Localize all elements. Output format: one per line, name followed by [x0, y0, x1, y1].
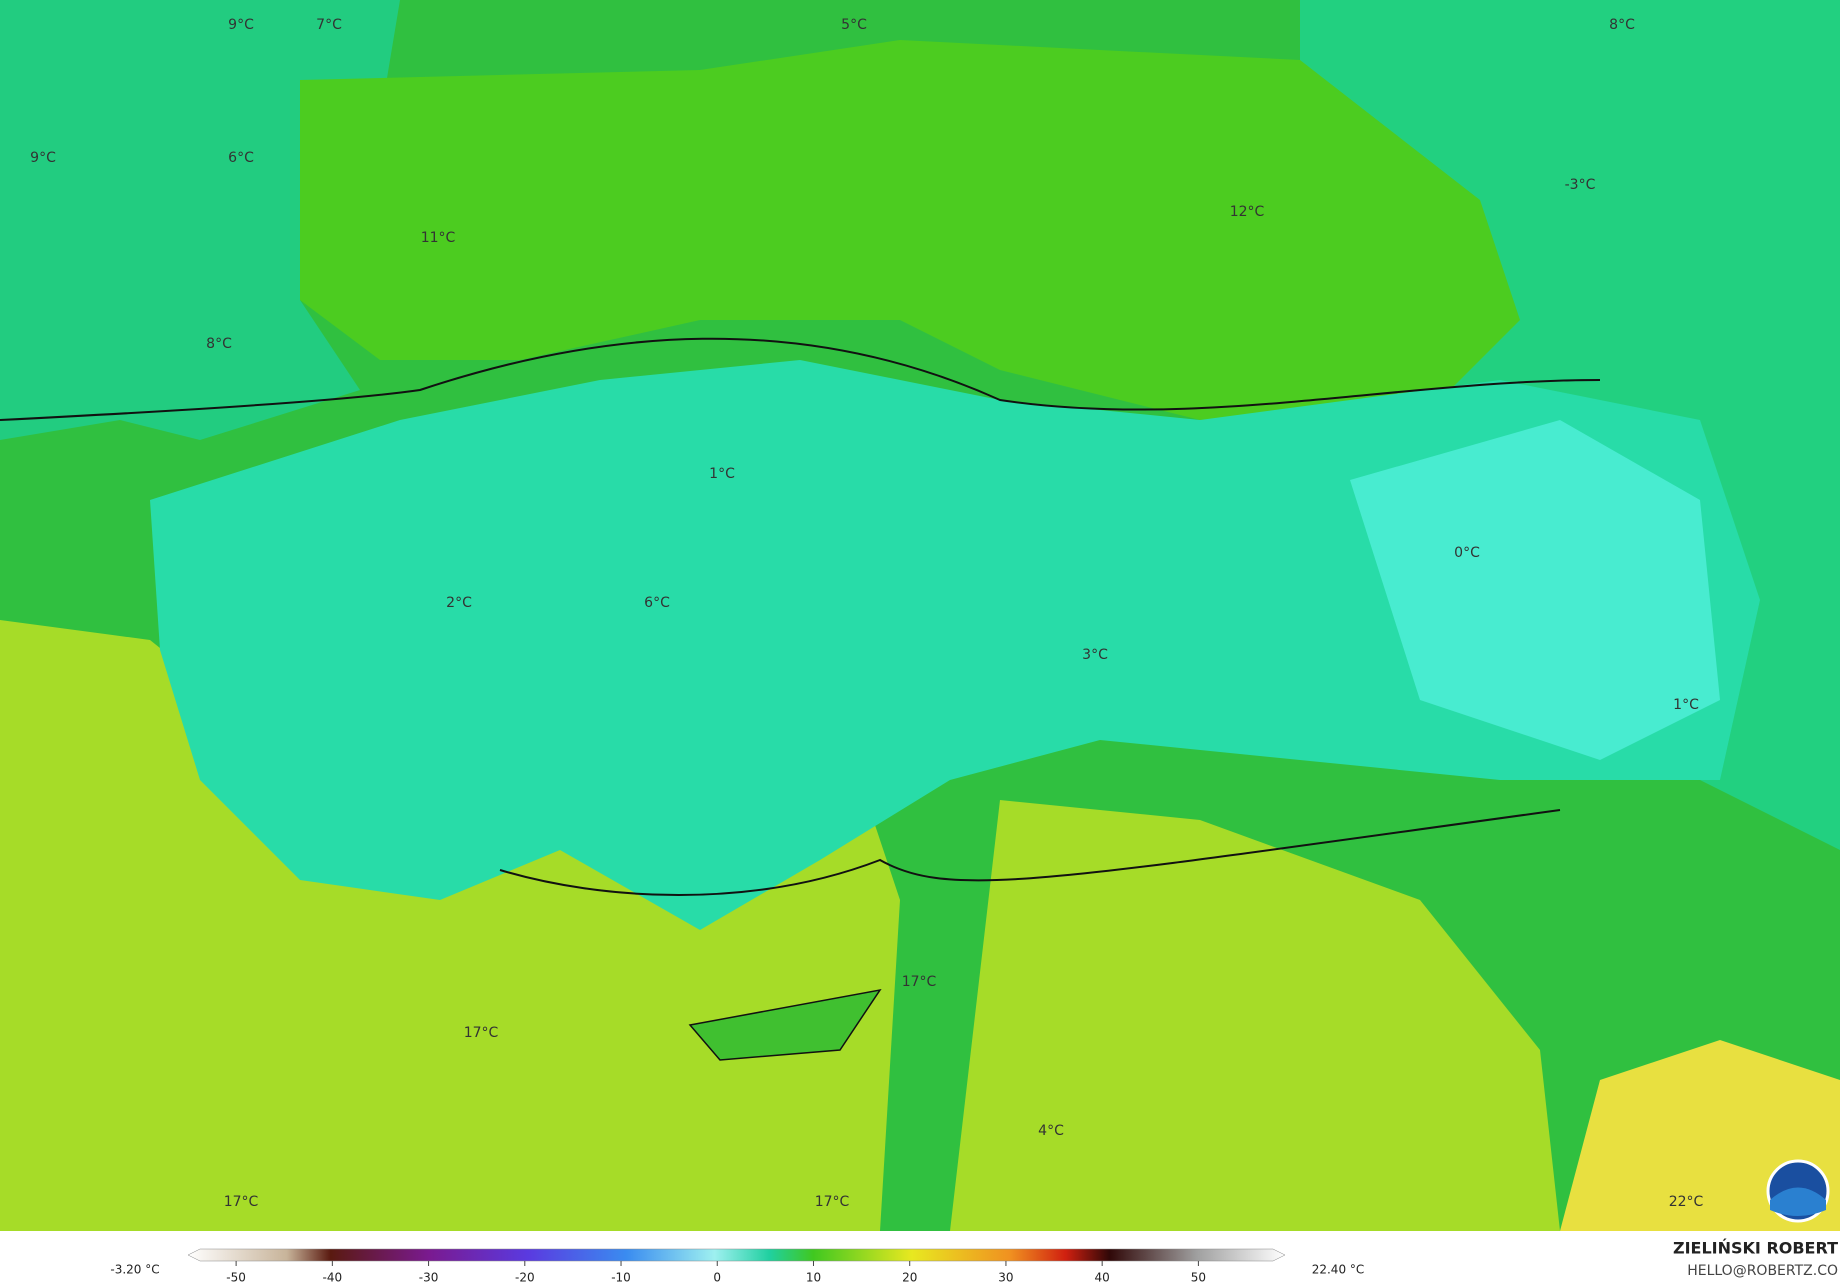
colorbar	[187, 1248, 1286, 1262]
temperature-label: 5°C	[841, 17, 867, 33]
colorbar-tick-label: 40	[1095, 1271, 1110, 1285]
temperature-label: 0°C	[1454, 545, 1480, 561]
colorbar-tick-label: 30	[998, 1271, 1013, 1285]
temperature-label: 6°C	[644, 595, 670, 611]
highland	[1350, 420, 1720, 760]
temperature-label: 1°C	[709, 466, 735, 482]
noaa-logo	[1766, 1159, 1830, 1223]
temperature-label: 17°C	[902, 974, 937, 990]
temperature-label: 6°C	[228, 150, 254, 166]
temperature-label: 9°C	[30, 150, 56, 166]
colorbar-min: -3.20 °C	[110, 1263, 159, 1277]
author: ZIELIŃSKI ROBERT	[1673, 1239, 1838, 1258]
temperature-label: 12°C	[1230, 204, 1265, 220]
temperature-label: 1°C	[1673, 697, 1699, 713]
colorbar-tick-label: 0	[713, 1271, 721, 1285]
temperature-label: -3°C	[1565, 177, 1596, 193]
colorbar-tick-label: -10	[611, 1271, 631, 1285]
black-sea	[300, 40, 1520, 420]
colorbar-ticks: -50 -40 -30 -20 -10 0 10 20 30 40 50	[226, 1261, 1206, 1285]
map: 9°C 7°C 5°C 8°C 9°C 6°C 11°C 12°C -3°C 8°C 1°C 0°C 2…	[0, 0, 1840, 1231]
temperature-label: 17°C	[464, 1025, 499, 1041]
temperature-label: 8°C	[1609, 17, 1635, 33]
temperature-label: 4°C	[1038, 1123, 1064, 1139]
temperature-label: 11°C	[421, 230, 456, 246]
colorbar-tick-label: -50	[226, 1271, 246, 1285]
email: HELLO@ROBERTZ.CO	[1687, 1263, 1838, 1279]
temperature-labels: 9°C 7°C 5°C 8°C 9°C 6°C 11°C 12°C -3°C 8°C 1°C 0°C 2…	[30, 17, 1703, 1210]
colorbar-tick-label: -40	[323, 1271, 343, 1285]
temperature-label: 22°C	[1669, 1194, 1704, 1210]
temperature-label: 17°C	[815, 1194, 850, 1210]
temperature-label: 7°C	[316, 17, 342, 33]
logo-wave	[1770, 1187, 1826, 1216]
temperature-label: 17°C	[224, 1194, 259, 1210]
colorbar-tick-label: -20	[515, 1271, 535, 1285]
cyprus	[688, 988, 882, 1061]
temperature-label: 9°C	[228, 17, 254, 33]
colorbar-tick-label: -30	[419, 1271, 439, 1285]
colorbar-tick-label: 10	[806, 1271, 821, 1285]
borders	[0, 337, 1601, 896]
colorbar-tick-label: 20	[902, 1271, 917, 1285]
colorbar-max: 22.40 °C	[1312, 1263, 1365, 1277]
colorbar-tick-label: 50	[1191, 1271, 1206, 1285]
temperature-label: 8°C	[206, 336, 232, 352]
temperature-label: 2°C	[446, 595, 472, 611]
temperature-label: 3°C	[1082, 647, 1108, 663]
